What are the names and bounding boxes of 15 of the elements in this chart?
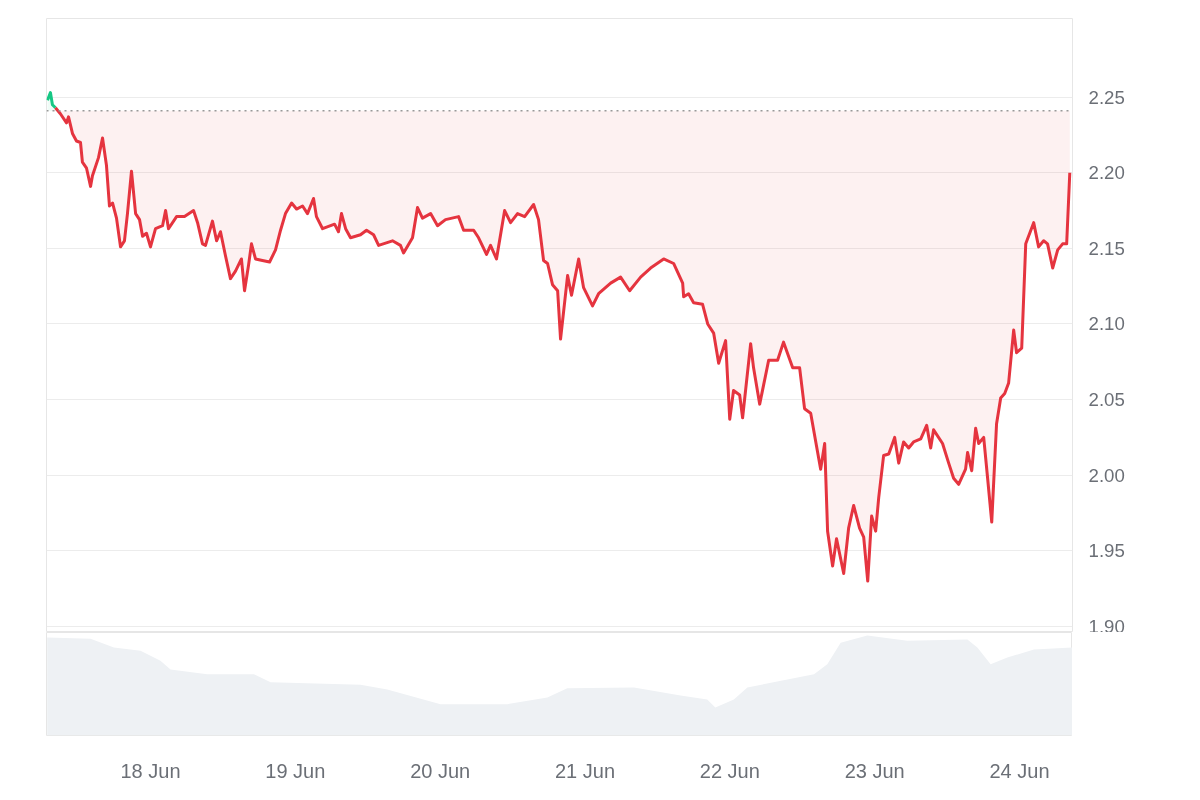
y-tick-label: 2.00 [1088, 464, 1125, 486]
x-tick-label: 21 Jun [554, 759, 616, 782]
y-tick-label: 2.15 [1088, 237, 1125, 259]
x-tick-label: 20 Jun [410, 759, 471, 782]
x-tick-label: 18 Jun [120, 759, 181, 782]
x-tick-label: 24 Jun [989, 759, 1050, 782]
y-tick-label: 2.25 [1088, 86, 1125, 108]
y-tick-label: 2.20 [1088, 162, 1125, 184]
x-tick-label: 19 Jun [265, 759, 326, 782]
y-tick-label: 1.95 [1088, 540, 1125, 562]
y-tick-label: 1.90 [1088, 615, 1125, 637]
x-tick-label: 23 Jun [844, 759, 905, 782]
y-tick-label: 2.05 [1088, 389, 1125, 411]
x-tick-label: 22 Jun [699, 759, 760, 782]
y-tick-label: 2.10 [1088, 313, 1125, 335]
